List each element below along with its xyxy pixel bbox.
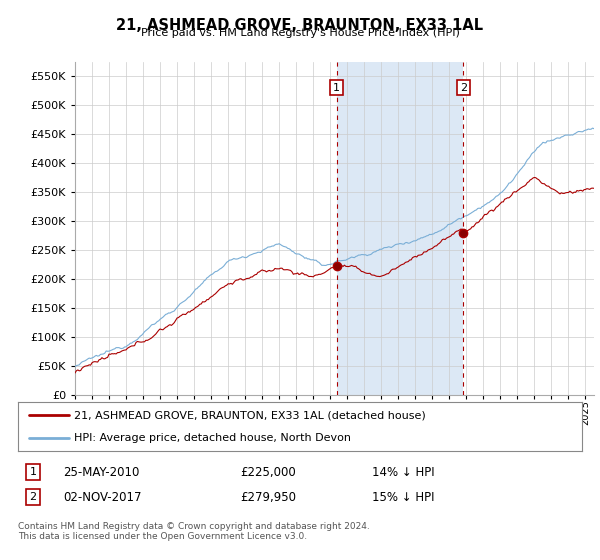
Text: 2: 2 — [460, 83, 467, 92]
Text: 14% ↓ HPI: 14% ↓ HPI — [372, 465, 434, 479]
Text: 1: 1 — [333, 83, 340, 92]
Text: Price paid vs. HM Land Registry's House Price Index (HPI): Price paid vs. HM Land Registry's House … — [140, 28, 460, 38]
Text: 25-MAY-2010: 25-MAY-2010 — [63, 465, 139, 479]
Text: HPI: Average price, detached house, North Devon: HPI: Average price, detached house, Nort… — [74, 433, 352, 444]
Text: £279,950: £279,950 — [240, 491, 296, 504]
Text: 21, ASHMEAD GROVE, BRAUNTON, EX33 1AL (detached house): 21, ASHMEAD GROVE, BRAUNTON, EX33 1AL (d… — [74, 410, 426, 421]
Text: 21, ASHMEAD GROVE, BRAUNTON, EX33 1AL: 21, ASHMEAD GROVE, BRAUNTON, EX33 1AL — [116, 18, 484, 33]
Text: 1: 1 — [29, 467, 37, 477]
Text: 2: 2 — [29, 492, 37, 502]
Text: £225,000: £225,000 — [240, 465, 296, 479]
Text: 15% ↓ HPI: 15% ↓ HPI — [372, 491, 434, 504]
Bar — [337, 62, 463, 395]
Text: 02-NOV-2017: 02-NOV-2017 — [63, 491, 142, 504]
Text: Contains HM Land Registry data © Crown copyright and database right 2024.
This d: Contains HM Land Registry data © Crown c… — [18, 522, 370, 542]
